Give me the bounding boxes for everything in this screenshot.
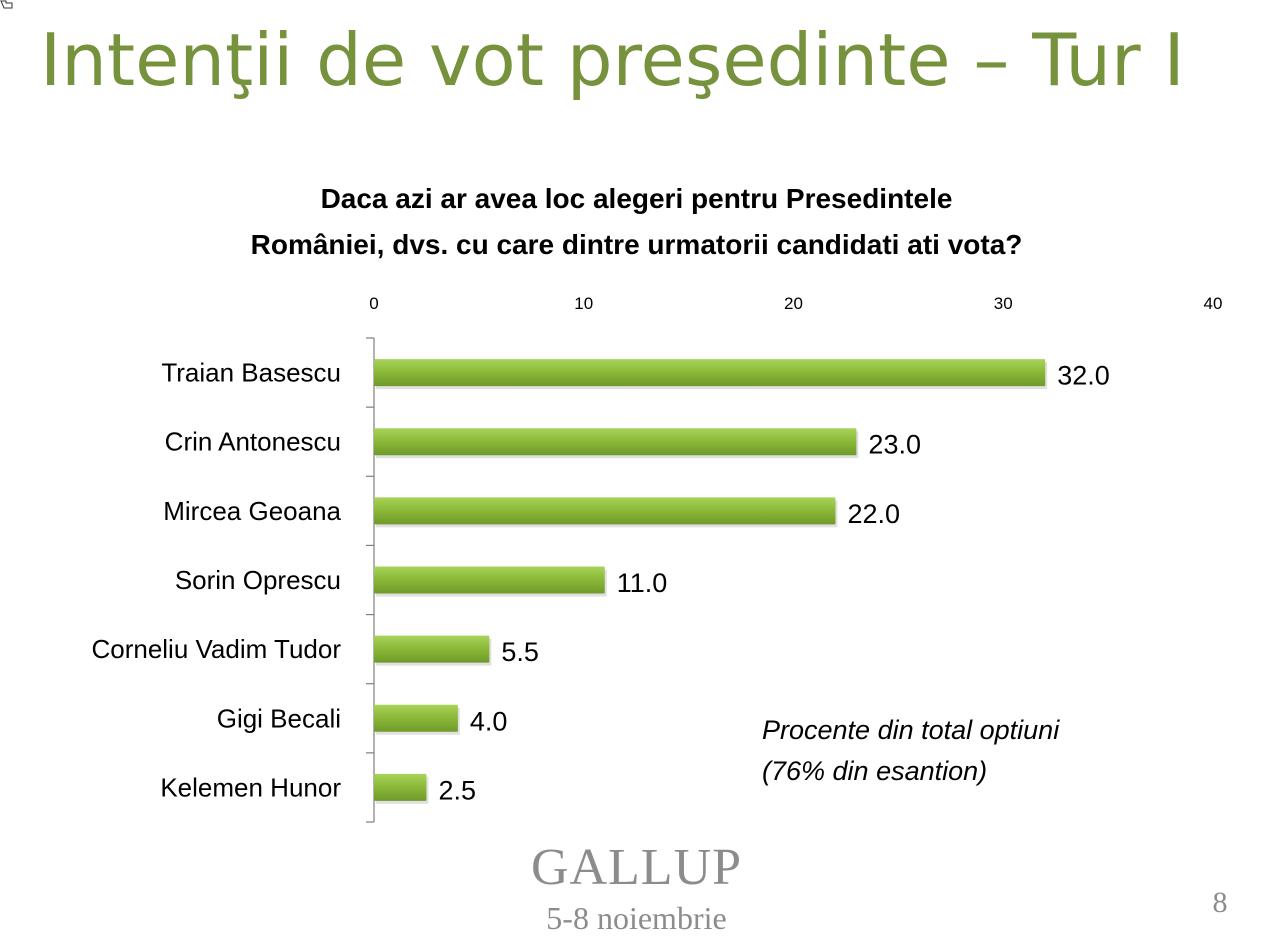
category-label: Crin Antonescu xyxy=(165,427,341,457)
x-tick-label: 0 xyxy=(369,294,378,313)
chart-title-line-1: Daca azi ar avea loc alegeri pentru Pres… xyxy=(320,183,953,214)
chart-note-line-2: (76% din esantion) xyxy=(762,756,988,786)
x-tick-label: 20 xyxy=(784,294,803,313)
chart-title-line-2: României, dvs. cu care dintre urmatorii … xyxy=(250,229,1023,260)
x-tick-label: 30 xyxy=(994,294,1013,313)
bar xyxy=(374,566,605,594)
page-number: 8 xyxy=(1212,886,1228,919)
data-label: 22.0 xyxy=(847,499,900,529)
bar xyxy=(374,359,1046,387)
data-label: 4.0 xyxy=(470,706,508,736)
slide-title: Intenţii de vot preşedinte – Tur I xyxy=(40,18,1185,102)
data-label: 32.0 xyxy=(1057,361,1110,391)
category-label: Sorin Oprescu xyxy=(175,565,341,595)
category-label: Gigi Becali xyxy=(217,703,341,733)
data-label: 23.0 xyxy=(868,430,921,460)
bar xyxy=(374,704,458,732)
gallup-logo: GALLUP xyxy=(530,839,743,896)
data-label: 5.5 xyxy=(501,637,539,667)
bar xyxy=(374,428,857,456)
category-label: Mircea Geoana xyxy=(163,496,341,526)
chart-note: Procente din total optiuni (76% din esan… xyxy=(762,710,1059,792)
data-label: 11.0 xyxy=(617,568,668,598)
category-label: Traian Basescu xyxy=(161,358,341,388)
x-tick-label: 40 xyxy=(1204,294,1223,313)
bar xyxy=(374,635,490,663)
bar xyxy=(374,497,836,525)
x-tick-label: 10 xyxy=(574,294,593,313)
survey-date: 5-8 noiembrie xyxy=(546,900,727,936)
category-label: Corneliu Vadim Tudor xyxy=(91,634,341,664)
corner-cursor-icon xyxy=(0,0,13,9)
data-label: 2.5 xyxy=(438,775,476,805)
chart-note-line-1: Procente din total optiuni xyxy=(762,715,1060,745)
bar xyxy=(374,773,427,801)
category-label: Kelemen Hunor xyxy=(160,772,341,802)
